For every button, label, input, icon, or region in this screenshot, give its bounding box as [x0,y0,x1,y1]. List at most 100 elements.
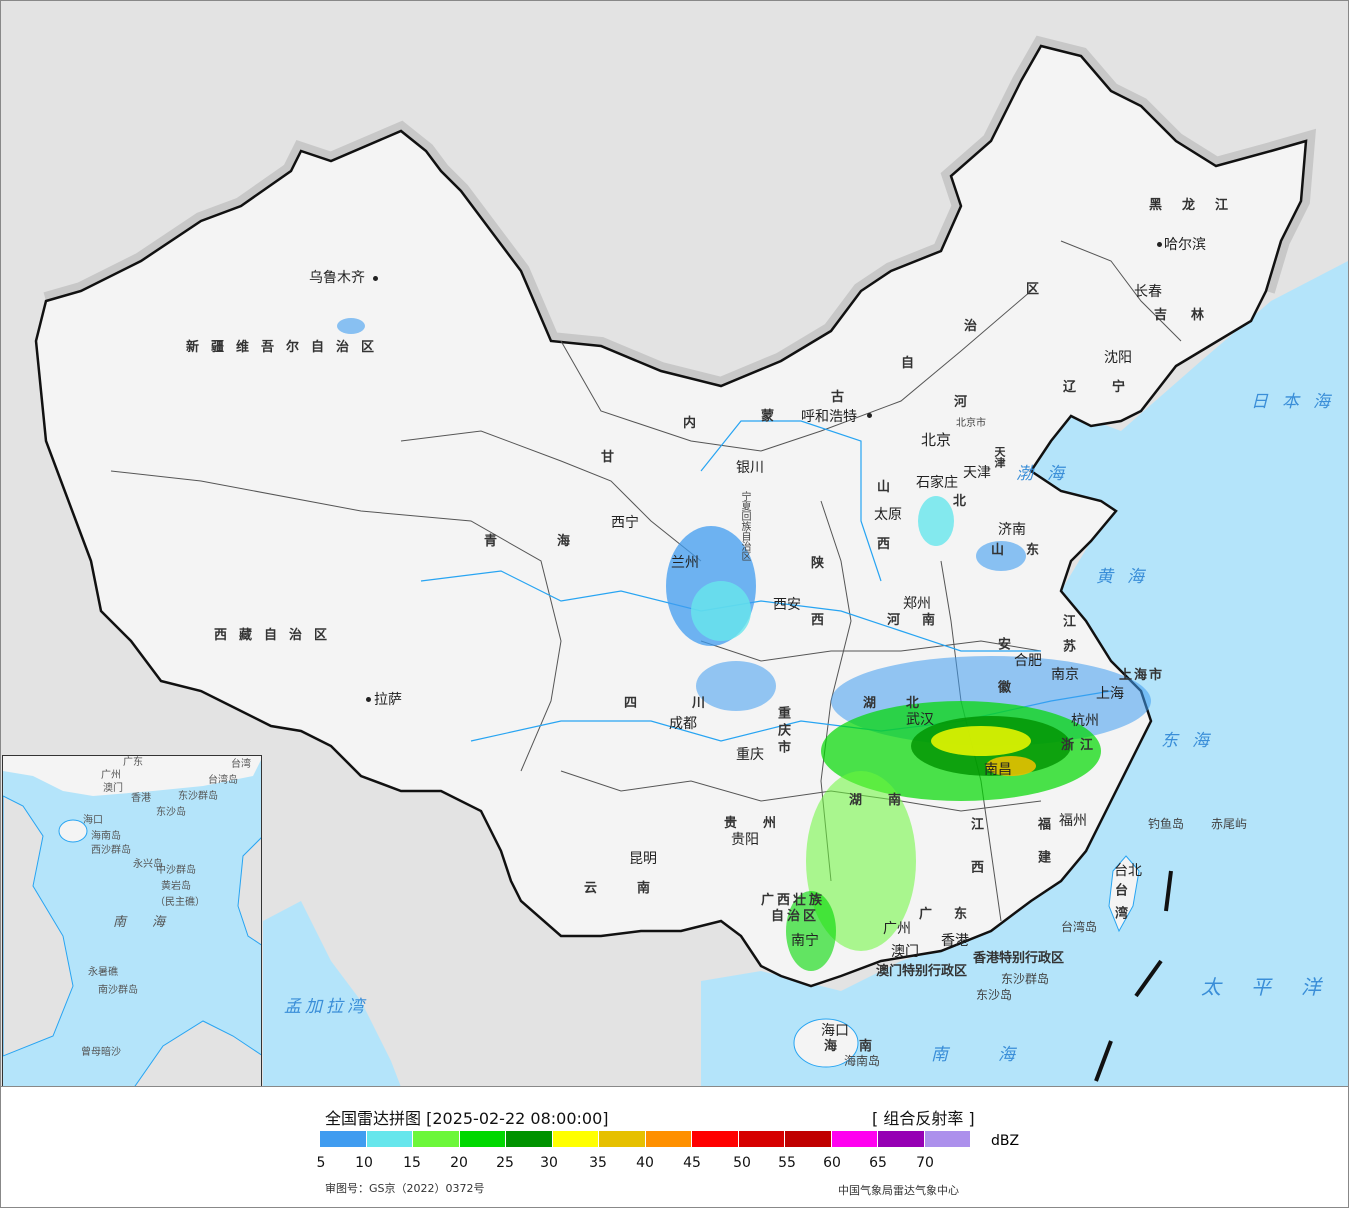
echo-guangxi [786,891,836,971]
city-kunming: 昆明 [629,851,657,867]
city-hangzhou: 杭州 [1071,713,1099,729]
inset-dongsha: 东沙岛 [156,807,186,818]
scale-tick-label: 30 [540,1155,558,1171]
inset-guangzhou: 广州 [101,770,121,781]
province-xinjiang: 新疆维吾尔自治区 [186,340,387,355]
radar-echoes [337,318,1151,971]
radar-map: 新疆维吾尔自治区 西藏自治区 青海 甘 内 蒙 古 自 治 区 黑龙江 吉林 辽… [1,1,1348,1087]
province-fujian: 福建 [1035,817,1050,883]
province-anhui: 安徽 [995,637,1010,723]
city-lhasa: 拉萨 [374,692,402,708]
color-swatch [552,1131,599,1147]
sea-pacific: 太平洋 [1201,975,1348,999]
region-hongkong: 香港特别行政区 [973,951,1065,966]
scale-tick-label: 25 [496,1155,514,1171]
province-neimenggu-6: 区 [1026,282,1052,297]
inset-yongshu: 永暑礁 [88,967,118,978]
city-taipei: 台北 [1114,863,1142,879]
color-swatch [366,1131,413,1147]
credit: 中国气象局雷达气象中心 [838,1184,959,1197]
province-neimenggu-2: 蒙 [761,409,787,424]
scale-tick-label: 40 [636,1155,654,1171]
region-macao: 澳门特别行政区 [876,964,968,979]
island-taiwan: 台湾岛 [1061,920,1098,934]
inset-zengmu: 曾母暗沙 [81,1047,121,1058]
sea-yellow: 黄海 [1096,567,1158,587]
scale-tick-label: 65 [869,1155,887,1171]
sea-japan: 日本海 [1251,392,1344,412]
color-swatch [738,1131,785,1147]
city-haikou: 海口 [821,1023,849,1039]
city-dot [867,413,872,418]
inset-haikou: 海口 [83,815,103,826]
inset-nansha: 南沙群岛 [98,985,138,996]
sea-east: 东海 [1161,731,1223,751]
inset-taiwan: 台湾 [231,759,251,770]
echo-sichuan [696,661,776,711]
province-shanghai: 上海市 [1119,668,1165,683]
scale-tick-label: 50 [733,1155,751,1171]
inset-zhongsha: 中沙群岛 [156,865,196,876]
inset-macao: 澳门 [103,783,123,794]
city-tianjin: 天津 [963,465,991,481]
inset-hainan-island: 海南岛 [91,831,121,842]
city-chongqing: 重庆 [736,747,764,763]
city-zhengzhou: 郑州 [903,596,931,612]
scale-tick-label: 5 [316,1155,326,1171]
city-lanzhou: 兰州 [671,555,699,571]
island-diaoyu: 钓鱼岛 [1148,817,1185,831]
sea [701,261,1348,1086]
province-shanxi-1: 山 [877,480,903,495]
city-shenyang: 沈阳 [1104,350,1132,366]
city-shanghai: 上海 [1096,686,1124,702]
color-scale-bar [320,1131,971,1147]
approval-number: 审图号：GS京（2022）0372号 [325,1182,485,1195]
province-ningxia: 宁夏回族自治区 [739,491,750,561]
city-guangzhou: 广州 [883,921,911,937]
province-guizhou: 贵州 [724,816,803,831]
province-hunan: 湖南 [849,793,928,808]
sea-south-china: 南海 [931,1045,1065,1065]
province-qinghai: 青海 [484,534,631,549]
province-xizang: 西藏自治区 [214,628,340,643]
city-dot [366,697,371,702]
legend-unit: dBZ [991,1133,1020,1149]
island-hainan: 海南岛 [844,1054,881,1068]
city-nanjing: 南京 [1051,667,1079,683]
province-jiangxi: 江西 [968,817,983,903]
echo-shandong [976,541,1026,571]
color-swatch [878,1131,925,1147]
province-shaanxi-2: 西 [811,613,837,628]
province-hubei: 湖北 [863,696,950,711]
scale-tick-label: 10 [355,1155,373,1171]
province-hebei-2: 北 [953,494,979,509]
city-urumqi: 乌鲁木齐 [309,270,365,286]
color-swatch [924,1131,971,1147]
city-nanning: 南宁 [791,933,819,949]
city-macao: 澳门 [891,944,919,960]
city-xining: 西宁 [611,515,639,531]
province-shaanxi-1: 陕 [811,556,837,571]
city-beijing: 北京 [921,431,952,449]
echo-hebei [918,496,954,546]
city-chengdu: 成都 [669,716,697,732]
island-chiwei: 赤尾屿 [1211,817,1248,831]
inset-dongsha-group: 东沙群岛 [178,791,218,802]
city-fuzhou: 福州 [1059,813,1087,829]
city-shijiazhuang: 石家庄 [916,475,958,491]
province-neimenggu-1: 内 [683,416,709,431]
hainan-island [793,1018,859,1068]
province-guangxi-2: 自治区 [771,909,820,924]
province-henan: 河南 [887,613,958,628]
scale-tick-label: 20 [450,1155,468,1171]
city-harbin: 哈尔滨 [1164,237,1206,253]
color-swatch [459,1131,506,1147]
city-wuhan: 武汉 [906,712,934,728]
inset-land-borneo [134,1020,261,1086]
province-chongqing: 重庆市 [775,706,790,757]
province-guangxi-1: 广西壮族 [761,893,826,908]
province-beijing: 北京市 [956,418,986,429]
province-tianjin: 天津 [993,446,1006,468]
inset-minzhu: （民主礁） [155,897,205,908]
inset-xisha: 西沙群岛 [91,845,131,856]
